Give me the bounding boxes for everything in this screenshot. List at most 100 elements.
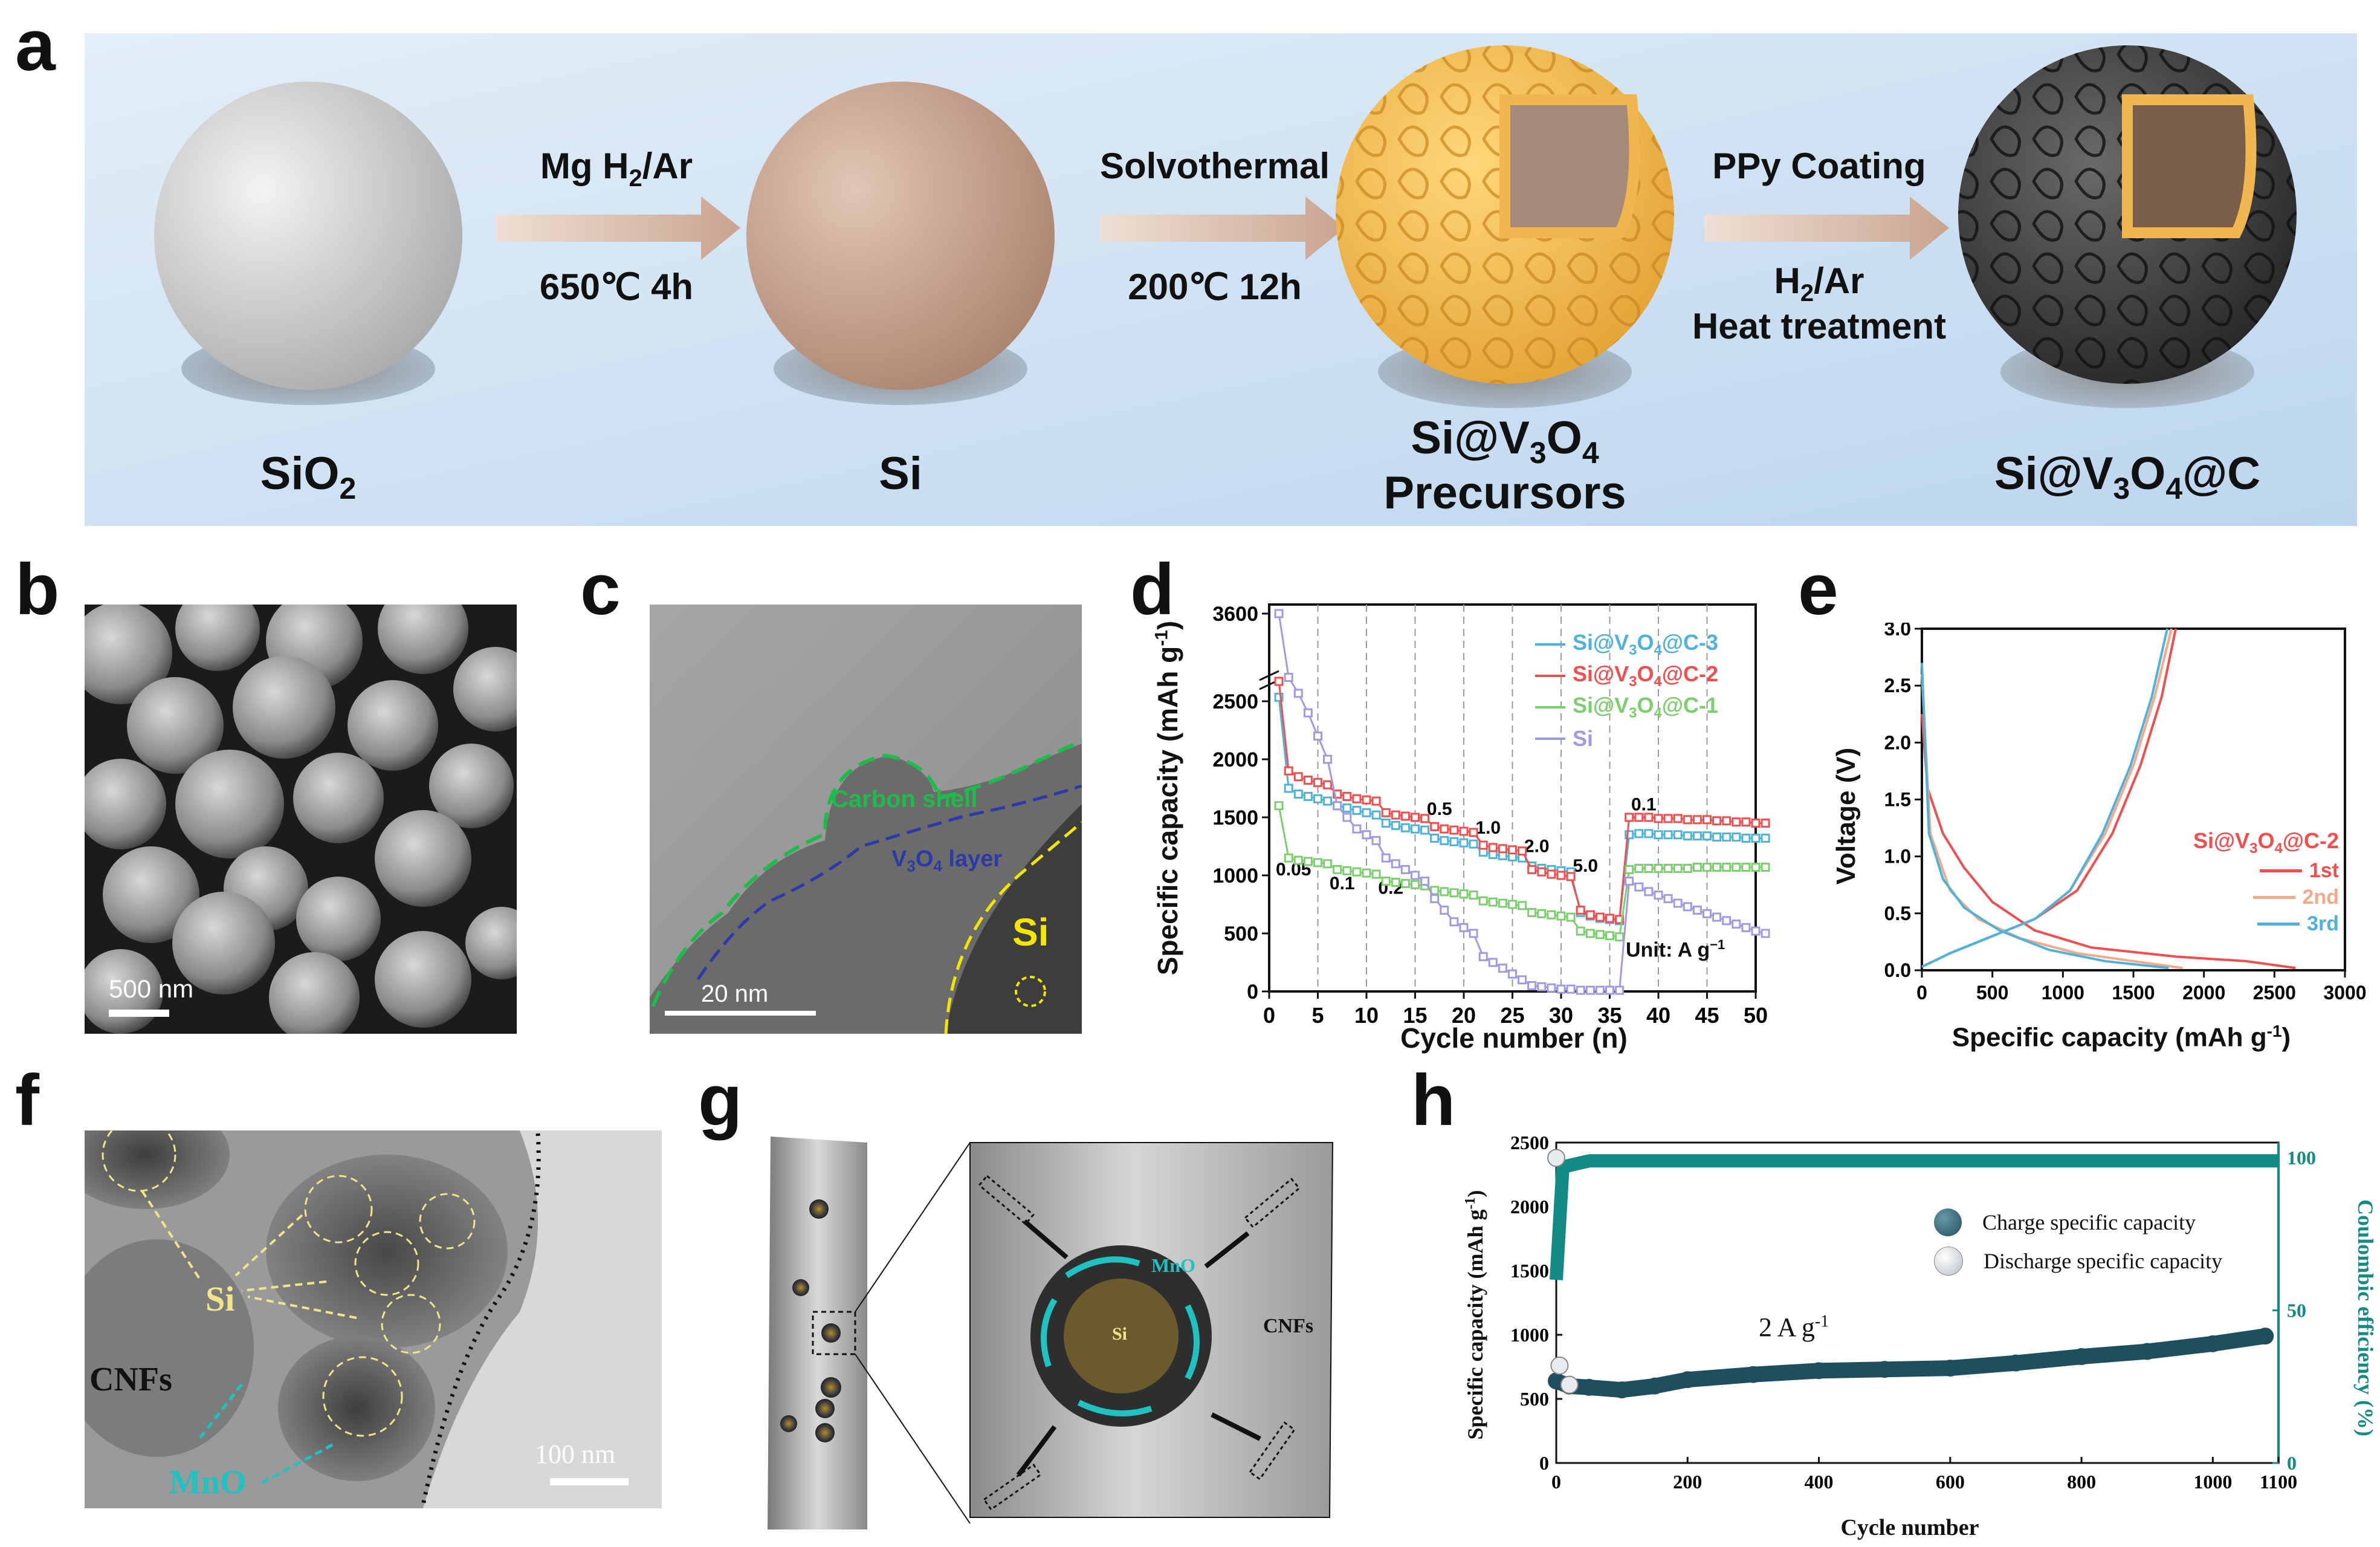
g-si-label: Si [1112, 1324, 1128, 1344]
legend-d-swatch-c1 [1535, 706, 1565, 709]
chart-d-point [1362, 830, 1371, 840]
sio2-sphere [154, 82, 462, 390]
chart-d-point [1703, 863, 1712, 872]
fiber-particles [780, 1199, 841, 1442]
g-mno-label: MnO [1151, 1254, 1195, 1276]
chart-h-xtick-label: 1100 [2260, 1471, 2297, 1493]
chart-d-point [1391, 859, 1400, 869]
chart-d-point [1342, 812, 1352, 822]
chart-d-point [1440, 906, 1449, 915]
carbon-shell-outline [651, 739, 1082, 1008]
chart-d-point [1449, 837, 1459, 846]
panel-label-e: e [1798, 549, 1838, 630]
chart-d-point [1352, 867, 1362, 877]
chart-e-xtick-label: 0 [1916, 982, 1927, 1004]
tem-si-label: Si [1012, 910, 1049, 954]
legend-e-swatch-1st [2259, 869, 2302, 872]
chart-h-ytick-label: 2000 [1510, 1196, 1549, 1218]
chart-h-xtick-label: 200 [1673, 1471, 1702, 1493]
chart-d-point [1440, 887, 1449, 897]
chart-d-point [1644, 863, 1654, 873]
chart-e-legend: Si@V3O4@C-2 1st 2nd 3rd [2146, 828, 2339, 937]
chart-d-point [1615, 932, 1625, 942]
chart-d-point [1518, 846, 1527, 856]
chart-d-point [1537, 909, 1547, 918]
legend-d-item-c3: Si@V3O4@C-3 [1535, 629, 1741, 660]
chart-d-point [1391, 820, 1400, 830]
legend-e-item-1st: 1st [2146, 857, 2339, 884]
chart-d-point [1284, 853, 1293, 863]
chart-d-point [1585, 985, 1595, 995]
chart-d-point [1527, 864, 1537, 874]
chart-d-point [1488, 843, 1498, 852]
scale-bar-b-label: 500 nm [109, 975, 194, 1003]
chart-d-point [1527, 981, 1537, 990]
chart-d-point [1595, 985, 1605, 995]
chart-d-point [1761, 819, 1770, 828]
chart-d-point [1508, 969, 1517, 979]
si-pointer-arrows [141, 1190, 357, 1319]
chart-d-point [1566, 984, 1576, 994]
process-arrow-1 [496, 196, 740, 260]
zoom-line-top [855, 1142, 971, 1312]
chart-d-point [1576, 985, 1585, 995]
chart-d-point [1371, 835, 1381, 845]
chart-d-xtick-label: 30 [1549, 1003, 1573, 1028]
chart-d-point [1644, 887, 1654, 897]
chart-d-point [1342, 866, 1352, 875]
chart-e-xtick-label: 1500 [2112, 982, 2155, 1004]
chart-d-point [1469, 839, 1478, 849]
chart-d-point [1323, 796, 1333, 806]
legend-h-marker-discharge [1934, 1247, 1963, 1276]
legend-h-item-discharge: Discharge specific capacity [1934, 1242, 2222, 1280]
chart-d-xtick-label: 25 [1500, 1003, 1524, 1028]
legend-h-item-charge: Charge specific capacity [1934, 1203, 2222, 1242]
chart-d-point [1498, 844, 1507, 854]
chart-h-xtick-label: 600 [1936, 1471, 1965, 1493]
chart-d-point [1381, 877, 1391, 886]
chart-d-point [1615, 985, 1625, 995]
chart-e-discharge-curve [1921, 663, 2169, 970]
chart-d-point [1430, 822, 1440, 831]
chart-h-frame [1555, 1141, 2280, 1464]
chart-d-point [1400, 864, 1410, 874]
panel-a-graphic [85, 33, 2357, 526]
process-arrow-3 [1704, 196, 1949, 260]
chart-d-point [1303, 791, 1313, 801]
panel-label-a: a [15, 5, 56, 86]
chart-d-point [1488, 897, 1498, 907]
chart-d-point [1654, 814, 1663, 823]
v3o4-layer-label: V3O4 layer [891, 846, 1003, 875]
chart-d-point [1634, 829, 1644, 838]
chart-d-point [1303, 776, 1313, 785]
chart-d-unit-label: Unit: A g−1 [1626, 937, 1725, 962]
chart-e-discharge-curve [1921, 714, 2296, 970]
chart-h-charge-point [2204, 1335, 2222, 1352]
chart-d-xtick-label: 0 [1263, 1003, 1275, 1028]
panel-label-b: b [15, 549, 60, 630]
chart-d-xtick-label: 20 [1452, 1003, 1476, 1028]
label-precursor: Si@V3O4 Precursors [1383, 412, 1626, 519]
chart-h-y2label: Coulombic efficiency (%) [2353, 1199, 2378, 1436]
tem-f-overlay [85, 1130, 662, 1508]
scale-bar-c-line [665, 1011, 816, 1016]
mno-pointer-arrows [198, 1383, 334, 1486]
chart-d-point [1703, 909, 1712, 918]
chart-e-xlabel: Specific capacity (mAh g-1) [1952, 1022, 2291, 1052]
chart-h-xlabel: Cycle number [1840, 1515, 1979, 1540]
chart-d-point [1663, 863, 1673, 873]
label-si: Si [879, 448, 922, 499]
chart-d-point [1722, 916, 1732, 926]
chart-d-point [1333, 864, 1342, 874]
chart-h-discharge-point [1547, 1149, 1565, 1167]
chart-d-point [1605, 913, 1614, 923]
chart-e-charge-curve [1921, 628, 2168, 968]
chart-h-ytick-label: 0 [1539, 1452, 1549, 1474]
si-core-outline [944, 821, 1082, 1034]
tem-overlay [650, 605, 1082, 1034]
chart-d-point [1342, 791, 1352, 801]
chart-d-point [1547, 869, 1556, 879]
chart-d-point [1683, 831, 1692, 841]
panel-label-d: d [1130, 549, 1175, 630]
